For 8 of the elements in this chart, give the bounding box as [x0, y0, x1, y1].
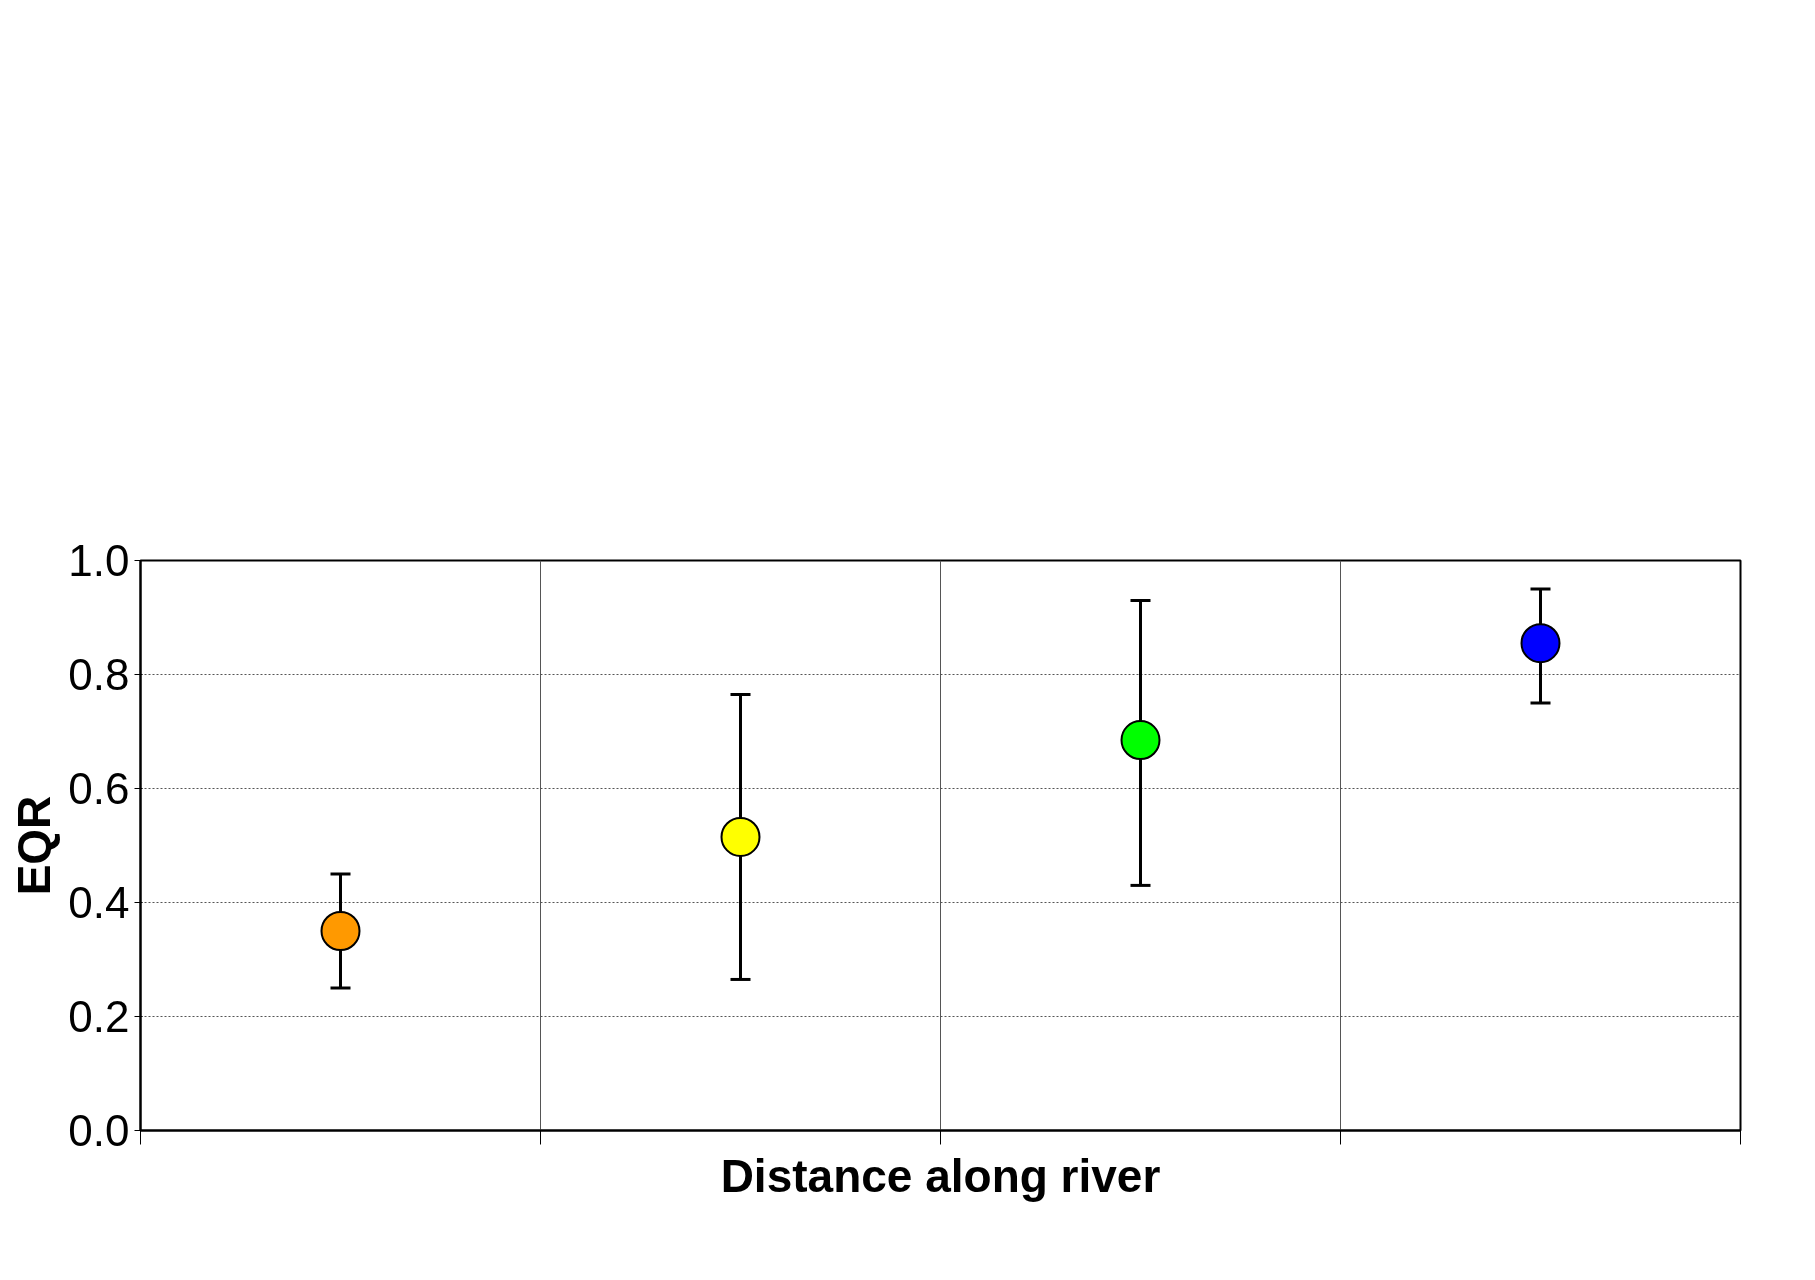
y-axis-title: EQR — [8, 795, 61, 896]
y-tick-label: 0.8 — [68, 650, 130, 699]
y-tick-label: 0.2 — [68, 992, 130, 1041]
y-tick-label: 0.0 — [68, 1106, 130, 1155]
x-axis-title: Distance along river — [720, 1149, 1161, 1202]
y-tick-label: 0.6 — [68, 764, 130, 813]
y-tick-label: 1.0 — [68, 536, 130, 585]
y-tick-label: 0.4 — [68, 878, 130, 927]
